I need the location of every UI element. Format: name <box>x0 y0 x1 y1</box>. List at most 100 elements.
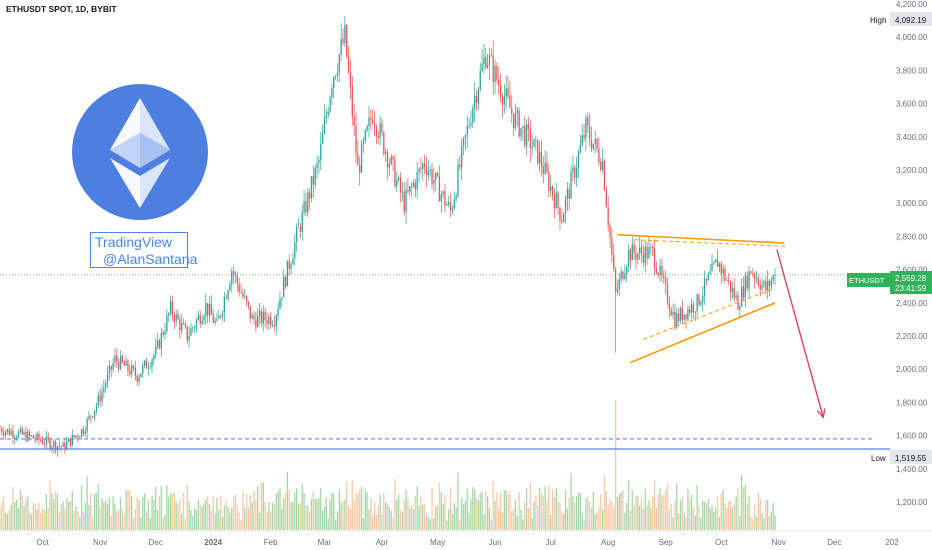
volume-bar <box>307 505 309 530</box>
volume-bar <box>247 507 250 530</box>
candle-body <box>698 294 700 305</box>
candle-body <box>772 275 774 281</box>
candle-body <box>347 56 350 72</box>
candle-body <box>334 76 337 78</box>
candle-body <box>290 264 292 269</box>
candle-body <box>106 373 109 384</box>
chart-title: ETHUSDT SPOT, 1D, BYBIT <box>6 4 117 14</box>
time-tick-label: Sep <box>659 538 674 547</box>
candle-body <box>676 313 678 328</box>
candle-body <box>477 89 480 103</box>
volume-bar <box>431 487 433 530</box>
candle-body <box>401 191 404 193</box>
volume-bar <box>53 499 55 530</box>
candle-body <box>481 63 483 71</box>
candle-body <box>438 175 441 202</box>
candle-body <box>466 125 468 136</box>
volume-bar <box>305 505 307 530</box>
volume-bar <box>652 496 654 530</box>
candle-body <box>103 387 105 392</box>
candle-body <box>715 259 717 263</box>
candle-body <box>169 301 172 314</box>
volume-bar <box>455 507 457 530</box>
candle-body <box>728 280 730 282</box>
time-axis[interactable]: Oct Nov Dec 2024 Feb Mar Apr May Jun Jul Aug Sep Oct… <box>0 530 932 547</box>
volume-bar <box>175 502 177 530</box>
volume-bar <box>136 497 138 530</box>
volume-bar <box>41 507 44 530</box>
candle-body <box>655 268 658 274</box>
volume-bar <box>14 501 16 530</box>
candle-body <box>611 237 613 255</box>
candle-body <box>227 290 229 299</box>
candle-body <box>105 383 107 388</box>
candle-body <box>475 96 478 103</box>
candle-body <box>240 292 242 294</box>
volume-bar <box>103 501 105 530</box>
volume-bar <box>436 505 439 530</box>
volume-bar <box>642 508 645 530</box>
time-tick-label: Jul <box>546 538 556 547</box>
candle-body <box>741 286 743 307</box>
candle-body <box>661 265 663 276</box>
candle-body <box>739 306 741 310</box>
volume-bar <box>464 500 467 530</box>
volume-bars <box>0 400 776 530</box>
projection-arrow-head <box>816 408 826 419</box>
triangle-resistance-dashed <box>634 239 789 247</box>
volume-bar <box>386 503 389 530</box>
volume-bar <box>614 400 617 530</box>
volume-bar <box>138 499 140 530</box>
volume-bar <box>270 511 272 530</box>
volume-bar <box>129 489 131 530</box>
candle-body <box>171 301 174 316</box>
volume-bar <box>283 498 285 530</box>
price-tick-label: 2,600.00 <box>896 266 928 275</box>
volume-bar <box>207 496 209 530</box>
candle-body <box>677 313 680 321</box>
volume-bar <box>750 516 752 530</box>
volume-bar <box>461 498 463 530</box>
price-axis[interactable]: 4,200.00 4,000.00 3,800.00 3,600.00 3,400.00… <box>890 0 932 530</box>
high-marker: High 4,092.19 <box>867 12 932 26</box>
volume-bar <box>34 504 36 530</box>
candle-body <box>175 314 177 322</box>
candle-body <box>58 446 60 447</box>
volume-bar <box>713 511 715 530</box>
volume-bar <box>106 504 109 530</box>
volume-bar <box>427 516 429 530</box>
candle-body <box>559 207 561 221</box>
volume-bar <box>21 495 23 530</box>
volume-bar <box>490 518 493 530</box>
candle-body <box>257 315 259 328</box>
volume-bar <box>622 489 624 530</box>
volume-bar <box>703 501 706 530</box>
candle-body <box>485 57 487 68</box>
volume-bar <box>676 483 678 530</box>
candle-body <box>279 299 281 309</box>
candle-body <box>397 177 400 180</box>
candle-body <box>40 439 42 441</box>
candle-body <box>338 54 340 73</box>
volume-bar <box>320 488 322 530</box>
triangle-support-dashed <box>643 289 772 340</box>
candle-body <box>383 132 385 154</box>
candle-body <box>563 214 565 223</box>
credit-line-1: TradingView <box>95 234 173 250</box>
volume-bar <box>409 507 411 530</box>
volume-bar <box>54 491 57 530</box>
time-tick-label: Jun <box>489 538 502 547</box>
candle-body <box>110 365 112 370</box>
candle-body <box>768 280 771 287</box>
candle-body <box>225 297 227 299</box>
projection-arrow-shaft <box>776 249 824 418</box>
volume-bar <box>86 476 88 530</box>
volume-bar <box>744 484 747 530</box>
volume-bar <box>755 516 758 530</box>
candle-body <box>468 125 470 127</box>
volume-bar <box>281 508 283 530</box>
volume-bar <box>449 487 452 530</box>
candle-body <box>464 135 467 139</box>
candle-body <box>605 189 607 207</box>
